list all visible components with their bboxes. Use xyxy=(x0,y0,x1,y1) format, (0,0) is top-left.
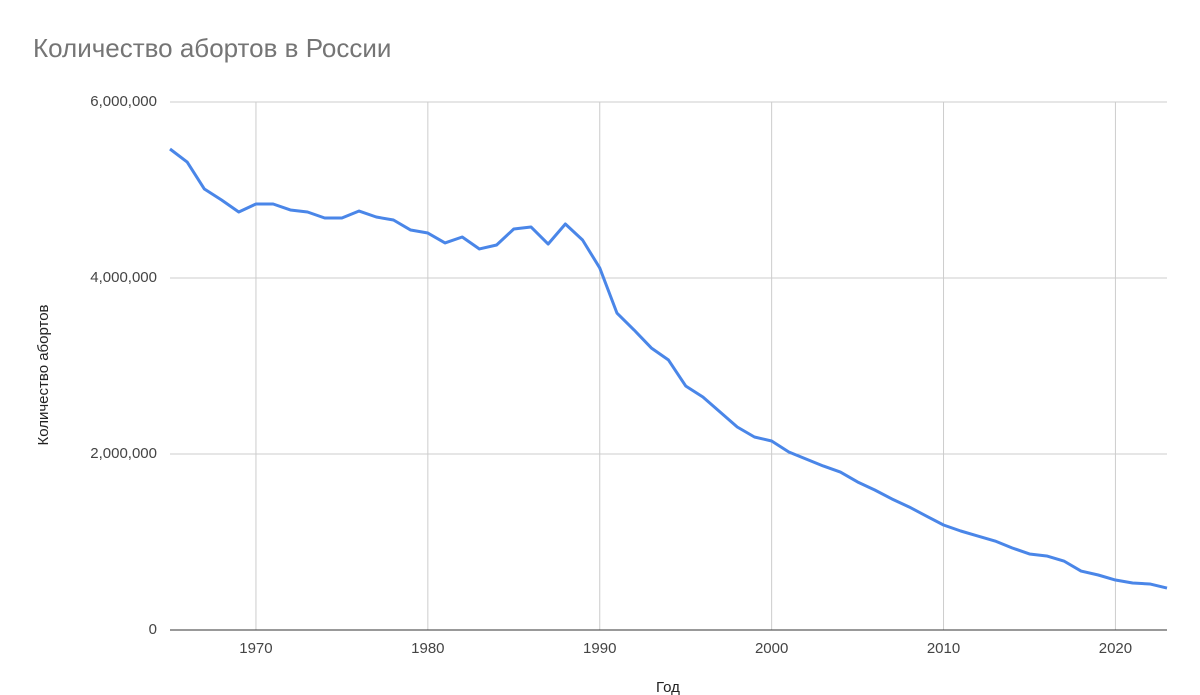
y-axis-title: Количество абортов xyxy=(35,304,52,445)
y-tick-label: 4,000,000 xyxy=(90,269,157,286)
x-axis-title: Год xyxy=(656,679,680,695)
x-tick-label: 2020 xyxy=(1099,640,1132,657)
x-tick-label: 2000 xyxy=(755,640,788,657)
x-tick-label: 1970 xyxy=(239,640,272,657)
chart-title: Количество абортов в России xyxy=(33,33,391,63)
y-tick-label: 2,000,000 xyxy=(90,445,157,462)
y-tick-label: 6,000,000 xyxy=(90,93,157,110)
y-tick-label: 0 xyxy=(149,621,157,638)
x-tick-label: 1990 xyxy=(583,640,616,657)
x-tick-label: 1980 xyxy=(411,640,444,657)
data-line xyxy=(169,147,1168,590)
grid: 1970 1980 1990 2000 2010 2020 0 2,000,000 4,000,… xyxy=(90,93,1167,657)
plot xyxy=(169,147,1168,590)
x-tick-label: 2010 xyxy=(927,640,960,657)
